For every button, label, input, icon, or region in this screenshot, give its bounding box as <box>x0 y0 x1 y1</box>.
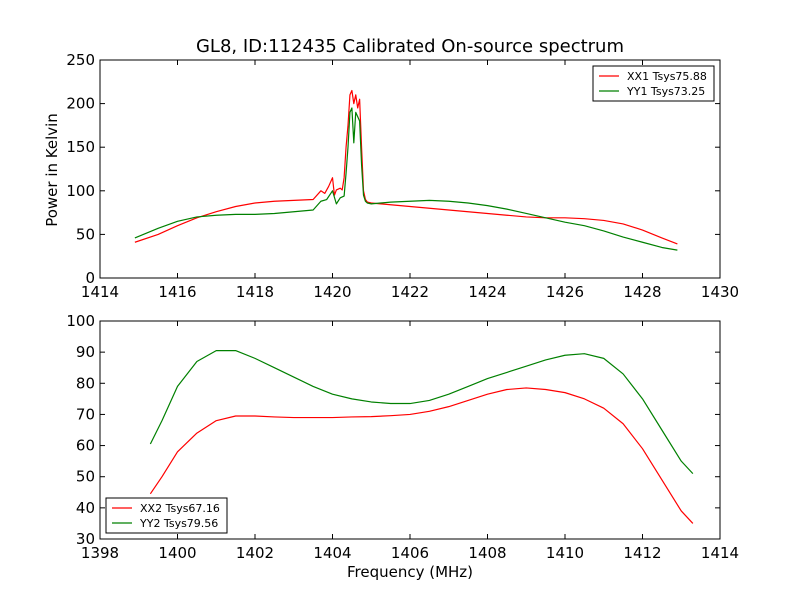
legend: XX1 Tsys75.88 YY1 Tsys73.25 <box>592 65 715 102</box>
x-tick-label: 1404 <box>313 544 351 562</box>
y-tick-label: 150 <box>66 138 95 156</box>
legend-box <box>592 65 715 102</box>
x-axis-label-bottom: Frequency (MHz) <box>347 563 473 581</box>
y-tick-label: 70 <box>76 405 95 423</box>
y-tick-label: 200 <box>66 95 95 113</box>
y-axis-label-top: Power in Kelvin <box>43 113 61 227</box>
x-tick-label: 1416 <box>158 283 196 301</box>
x-tick-label: 1406 <box>391 544 429 562</box>
legend-entry: YY2 Tsys79.56 <box>139 517 218 530</box>
x-tick-label: 1414 <box>81 283 119 301</box>
series-line-xx2 <box>149 387 694 524</box>
y-tick-label: 0 <box>85 269 95 287</box>
series-line-yy1 <box>134 107 678 251</box>
y-tick-label: 90 <box>76 343 95 361</box>
y-tick-label: 50 <box>76 225 95 243</box>
x-tick-label: 1424 <box>468 283 506 301</box>
legend-entry: XX2 Tsys67.16 <box>140 502 220 515</box>
legend-entry: YY1 Tsys73.25 <box>626 85 705 98</box>
legend-entry: XX1 Tsys75.88 <box>627 70 707 83</box>
series-line-yy2 <box>149 349 694 475</box>
y-tick-label: 30 <box>76 530 95 548</box>
y-tick-label: 100 <box>66 182 95 200</box>
chart-title: GL8, ID:112435 Calibrated On-source spec… <box>196 36 624 57</box>
y-tick-label: 50 <box>76 468 95 486</box>
x-tick-label: 1398 <box>81 544 119 562</box>
x-tick-label: 1422 <box>391 283 429 301</box>
series-line-xx1 <box>134 89 678 245</box>
x-tick-label: 1400 <box>158 544 196 562</box>
legend: XX2 Tsys67.16 YY2 Tsys79.56 <box>105 497 228 534</box>
y-tick-label: 100 <box>66 312 95 330</box>
y-tick-label: 40 <box>76 499 95 517</box>
x-tick-label: 1418 <box>236 283 274 301</box>
legend-box <box>105 497 228 534</box>
y-tick-label: 60 <box>76 437 95 455</box>
x-tick-label: 1426 <box>546 283 584 301</box>
x-tick-label: 1410 <box>546 544 584 562</box>
x-tick-label: 1412 <box>623 544 661 562</box>
y-tick-label: 80 <box>76 374 95 392</box>
x-tick-label: 1414 <box>701 544 739 562</box>
x-tick-label: 1430 <box>701 283 739 301</box>
x-tick-label: 1428 <box>623 283 661 301</box>
bottom-panel: 1398 1400 1402 1404 1406 1408 1410 1412 1414 30 40… <box>66 312 739 562</box>
y-tick-label: 250 <box>66 51 95 69</box>
x-tick-label: 1408 <box>468 544 506 562</box>
x-tick-label: 1420 <box>313 283 351 301</box>
x-tick-label: 1402 <box>236 544 274 562</box>
top-panel: 1414 1416 1418 1420 1422 1424 1426 1428 1430 0 50 1… <box>66 51 739 301</box>
